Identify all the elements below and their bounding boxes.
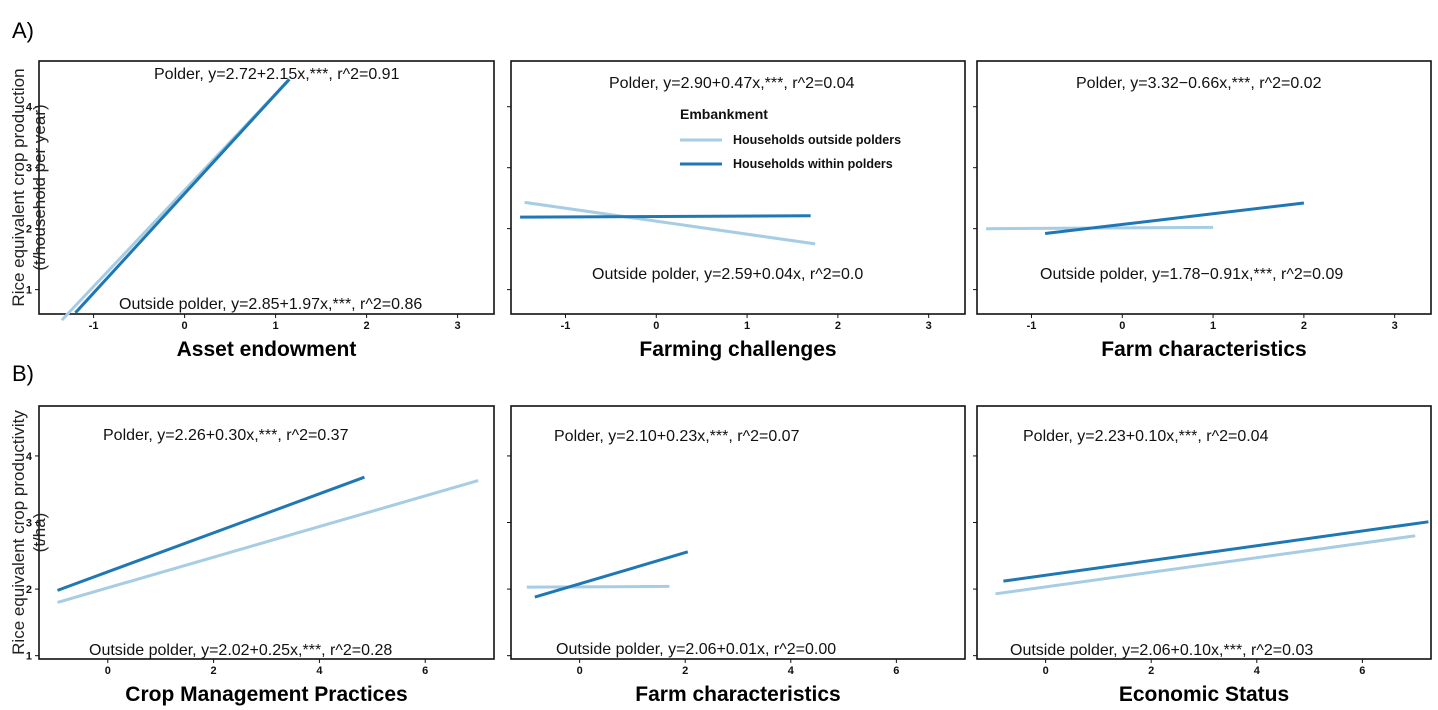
- x-tick-label: -1: [89, 320, 99, 332]
- x-tick-label: 0: [1119, 320, 1125, 332]
- y-tick-label: 2: [26, 224, 32, 236]
- legend-label: Households within polders: [733, 157, 893, 171]
- y-axis-label: Rice equivalent crop production (t/househ…: [9, 68, 49, 306]
- panel-1: 1 2 3 4 -1 0 1 2 3 Polder, y=2.72+2.15x,***, r^2=…: [26, 60, 495, 361]
- annotation-polder-equation: Polder, y=2.26+0.30x,***, r^2=0.37: [103, 427, 349, 444]
- x-tick-label: 0: [182, 320, 188, 332]
- x-tick-label: 4: [788, 665, 795, 677]
- x-axis-label: Economic Status: [1119, 683, 1289, 706]
- series-line-within-polders: [1044, 201, 1305, 235]
- y-tick-label: 1: [26, 651, 32, 663]
- x-tick-label: 0: [653, 320, 659, 332]
- y-axis-label-line: (t/household per year): [30, 104, 49, 270]
- annotation-outside-equation: Outside polder, y=2.06+0.10x,***, r^2=0.…: [1010, 642, 1313, 659]
- annotation-polder-equation: Polder, y=2.90+0.47x,***, r^2=0.04: [609, 75, 855, 92]
- x-tick-label: 6: [1359, 665, 1365, 677]
- x-tick-label: 2: [211, 665, 217, 677]
- x-tick-label: 6: [422, 665, 428, 677]
- legend-title: Embankment: [680, 106, 768, 122]
- annotation-outside-equation: Outside polder, y=2.85+1.97x,***, r^2=0.…: [119, 296, 422, 313]
- y-axis-label-line: (t/ha): [30, 513, 49, 553]
- x-tick-label: 2: [682, 665, 688, 677]
- panel-6: 0 2 4 6 Polder, y=2.23+0.10x,***, r^2=0.04 Ou…: [973, 405, 1432, 706]
- x-tick-label: 4: [316, 665, 323, 677]
- panels: 1 2 3 4 -1 0 1 2 3 Polder, y=2.72+2.15x,***, r^2=…: [26, 60, 1432, 706]
- y-axis-label-line: Rice equivalent crop productivity: [9, 410, 28, 655]
- x-tick-label: 2: [1301, 320, 1307, 332]
- series-line-within-polders: [534, 550, 689, 599]
- series-line-within-polders: [1003, 520, 1429, 583]
- x-tick-label: 2: [835, 320, 841, 332]
- series-line-within-polders: [520, 214, 811, 219]
- panel-3: -1 0 1 2 3 Polder, y=3.32−0.66x,***, r^2=0.02…: [973, 60, 1432, 361]
- x-axis-label: Farming challenges: [639, 338, 836, 361]
- y-tick-label: 2: [26, 584, 32, 596]
- annotation-outside-equation: Outside polder, y=2.59+0.04x, r^2=0.0: [592, 266, 863, 283]
- annotation-outside-equation: Outside polder, y=1.78−0.91x,***, r^2=0.…: [1040, 266, 1343, 283]
- x-tick-label: 4: [1254, 665, 1261, 677]
- panel-5: 0 2 4 6 Polder, y=2.10+0.23x,***, r^2=0.07 Ou…: [507, 405, 966, 706]
- panel-letter-b: B): [12, 361, 34, 386]
- x-tick-label: 0: [1043, 665, 1049, 677]
- x-tick-label: -1: [1027, 320, 1037, 332]
- panel-letter-a: A): [12, 18, 34, 43]
- legend: Embankment Households outside polders Hous…: [680, 106, 901, 171]
- figure-labels: A) Rice equivalent crop production (t/hous…: [9, 18, 49, 655]
- x-tick-label: 1: [744, 320, 750, 332]
- x-tick-label: 3: [455, 320, 461, 332]
- annotation-polder-equation: Polder, y=2.10+0.23x,***, r^2=0.07: [554, 428, 800, 445]
- annotation-polder-equation: Polder, y=3.32−0.66x,***, r^2=0.02: [1076, 75, 1322, 92]
- x-tick-label: 1: [1210, 320, 1216, 332]
- panel-4: 1 2 3 4 0 2 4 6 Polder, y=2.26+0.30x,***, r^2=0.…: [26, 405, 495, 706]
- series-line-outside-polders: [995, 534, 1416, 596]
- x-tick-label: 6: [893, 665, 899, 677]
- annotation-polder-equation: Polder, y=2.23+0.10x,***, r^2=0.04: [1023, 428, 1269, 445]
- y-tick-label: 3: [26, 163, 32, 175]
- plot-frame: [510, 405, 966, 660]
- x-axis-label: Farm characteristics: [635, 683, 840, 706]
- x-tick-label: 3: [926, 320, 932, 332]
- x-tick-label: -1: [561, 320, 571, 332]
- x-axis-label: Crop Management Practices: [125, 683, 407, 706]
- series-line-outside-polders: [526, 584, 670, 589]
- x-tick-label: 0: [105, 665, 111, 677]
- x-axis-label: Farm characteristics: [1101, 338, 1306, 361]
- annotation-outside-equation: Outside polder, y=2.06+0.01x, r^2=0.00: [556, 641, 836, 658]
- x-tick-label: 1: [273, 320, 279, 332]
- x-tick-label: 2: [364, 320, 370, 332]
- panel-2: -1 0 1 2 3 Polder, y=2.90+0.47x,***, r^2=0.04…: [507, 60, 966, 361]
- plot-frame: [38, 405, 495, 660]
- x-tick-label: 0: [577, 665, 583, 677]
- series-line-outside-polders: [524, 200, 816, 246]
- x-tick-label: 3: [1392, 320, 1398, 332]
- x-tick-label: 2: [1148, 665, 1154, 677]
- y-axis-label: Rice equivalent crop productivity (t/ha): [9, 410, 49, 655]
- x-axis-label: Asset endowment: [177, 338, 357, 361]
- y-tick-label: 4: [26, 451, 33, 463]
- plot-frame: [510, 60, 966, 315]
- series-line-within-polders: [56, 475, 365, 592]
- legend-label: Households outside polders: [733, 133, 901, 147]
- annotation-polder-equation: Polder, y=2.72+2.15x,***, r^2=0.91: [154, 66, 400, 83]
- y-tick-label: 3: [26, 518, 32, 530]
- annotation-outside-equation: Outside polder, y=2.02+0.25x,***, r^2=0.…: [89, 642, 392, 659]
- y-axis-label-line: Rice equivalent crop production: [9, 68, 28, 306]
- plot-frame: [976, 60, 1432, 315]
- series-line-within-polders: [74, 78, 291, 314]
- series-line-outside-polders: [57, 479, 479, 604]
- y-tick-label: 4: [26, 102, 33, 114]
- y-tick-label: 1: [26, 285, 32, 297]
